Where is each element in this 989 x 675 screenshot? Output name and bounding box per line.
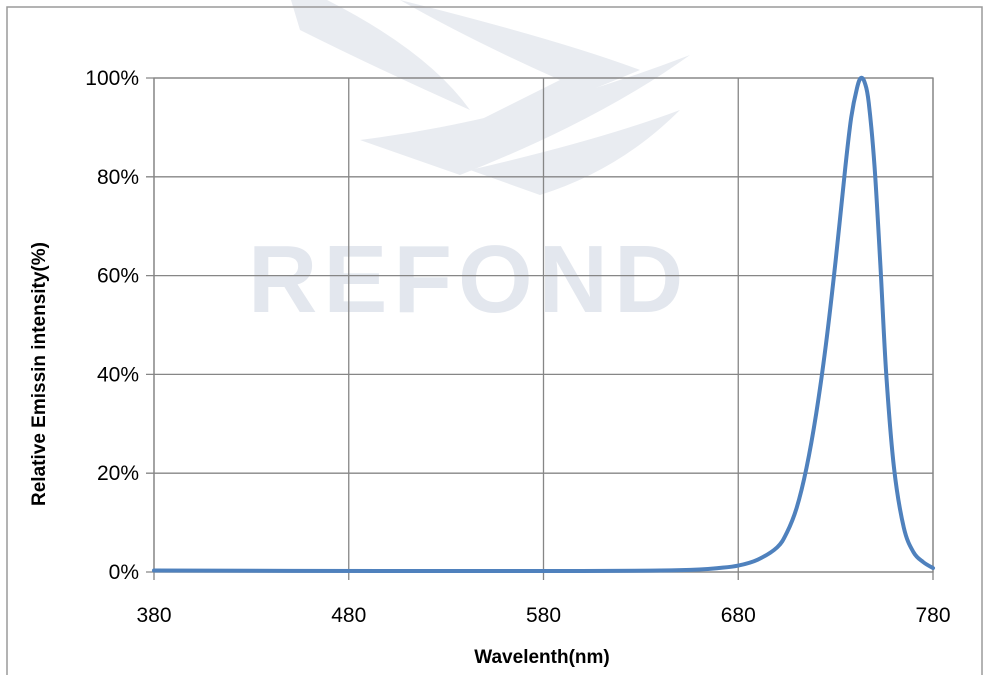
x-axis-title: Wavelenth(nm) [474, 647, 609, 668]
x-tick-label: 780 [915, 604, 950, 627]
y-axis-ticks: 0% 20% 40% 60% 80% 100% [85, 67, 139, 584]
x-axis-ticks: 380 480 580 680 780 [136, 604, 950, 627]
x-tick-label: 680 [721, 604, 756, 627]
x-tick-label: 480 [331, 604, 366, 627]
y-tick-label: 40% [97, 363, 139, 386]
y-tick-label: 20% [97, 462, 139, 485]
y-tick-label: 100% [85, 67, 139, 90]
emission-curve [152, 75, 935, 574]
y-tick-label: 80% [97, 166, 139, 189]
x-tick-label: 580 [526, 604, 561, 627]
chart-border [6, 6, 983, 675]
watermark-text: REFOND [248, 226, 689, 333]
y-axis-title: Relative Emissin intensity(%) [29, 242, 50, 506]
refond-watermark: REFOND [248, 0, 690, 333]
y-tick-label: 0% [109, 561, 139, 584]
y-tick-label: 60% [97, 265, 139, 288]
x-tick-label: 380 [136, 604, 171, 627]
